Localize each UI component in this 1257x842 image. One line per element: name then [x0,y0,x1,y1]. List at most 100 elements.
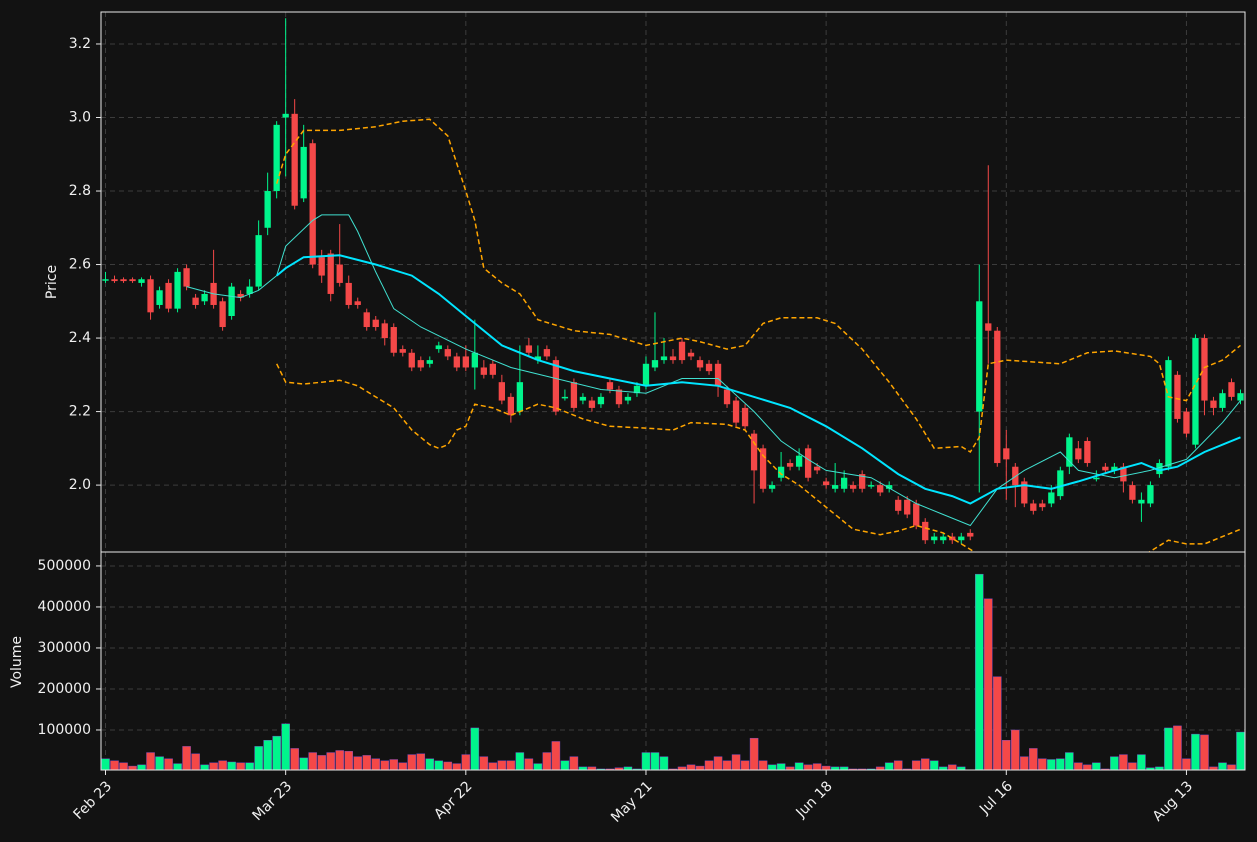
candle-body [1174,374,1181,419]
volume-bar [812,763,822,771]
candle-body [804,448,812,478]
volume-bar [794,762,804,771]
volume-bar [470,727,480,771]
candle-body [850,485,857,489]
volume-bar [975,573,984,771]
volume-bar [1074,762,1083,771]
volume-bar [1173,725,1182,771]
candle-body [444,349,451,357]
volume-bar [713,756,723,771]
y-tick-label: 100000 [38,722,91,738]
volume-bar [659,756,669,771]
candle-body [714,363,722,386]
candle-body [471,352,478,368]
candle-body [327,253,334,294]
volume-bar [1020,756,1029,771]
candle-body [192,297,199,305]
volume-bar [326,752,335,771]
volume-bar [308,752,317,771]
candle-body [976,301,983,412]
candle-body [453,356,460,368]
candle-body [1066,437,1073,467]
candle-body [534,356,542,361]
volume-bar [236,762,245,771]
volume-bar [173,763,182,771]
candle-body [1201,338,1208,401]
y-tick-label: 2.8 [69,183,91,199]
candle-body [183,268,190,287]
volume-bar [344,751,353,771]
candle-body [597,396,605,405]
volume-bar [452,763,462,771]
volume-bar [1236,731,1245,771]
candle-body [318,257,325,276]
volume-bar [443,761,453,771]
volume-bar [767,764,777,771]
candle-body [399,349,406,353]
volume-bar [911,760,921,771]
volume-bar [263,740,272,771]
candle-body [426,360,433,364]
volume-bar [1227,764,1236,771]
candle-body [1111,466,1118,471]
y-tick-label: 2.4 [69,330,91,346]
candle-body [1210,400,1217,408]
candle-body [741,407,749,427]
candle-body [615,389,623,405]
candle-body [1039,503,1046,508]
candle-body [949,536,956,541]
candle-body [895,499,902,511]
volume-bar [1128,762,1137,771]
volume-bar [362,755,371,771]
overlay-line [276,254,1241,505]
candle-body [156,290,163,305]
volume-bar [1038,758,1047,771]
volume-bar [110,760,119,771]
y-tick-label: 2.2 [69,404,91,420]
candle-body [624,396,632,401]
volume-bar [1110,756,1119,771]
volume-bar [524,758,534,771]
candle-body [678,341,686,361]
candle-body [435,345,442,350]
candle-body [273,124,280,192]
overlay-line [275,118,1241,454]
candle-body [1057,470,1064,497]
candle-body [1129,485,1136,500]
volume-bar [155,756,164,771]
volume-frame [100,551,1246,771]
candle-body [831,485,839,489]
candle-body [381,323,388,339]
candle-body [129,279,136,282]
volume-bar [1218,762,1227,771]
volume-bar [1056,758,1065,771]
volume-bar [407,754,417,771]
candle-body [111,279,118,282]
volume-bar [434,760,444,771]
candle-body [345,282,352,305]
volume-bar [758,760,768,771]
candle-body [1183,411,1190,434]
volume-bar [191,753,200,771]
volume-bar [695,765,705,771]
volume-bar [101,758,110,771]
volume-bar [542,752,552,771]
candle-body [822,481,830,486]
candle-body [813,466,821,471]
volume-bar [947,764,957,771]
candle-body [354,301,361,305]
volume-bar [200,764,209,771]
candle-body [588,400,596,408]
candle-body [543,349,551,357]
volume-bar [1047,759,1056,771]
candle-body [417,360,424,368]
volume-bar [272,735,281,771]
volume-bar [740,760,750,771]
volume-bar [218,760,227,771]
candle-body [633,385,641,394]
volume-bar [245,762,254,771]
candle-body [696,360,704,368]
y-tick-label: 400000 [38,599,91,615]
candle-body [1147,485,1154,504]
